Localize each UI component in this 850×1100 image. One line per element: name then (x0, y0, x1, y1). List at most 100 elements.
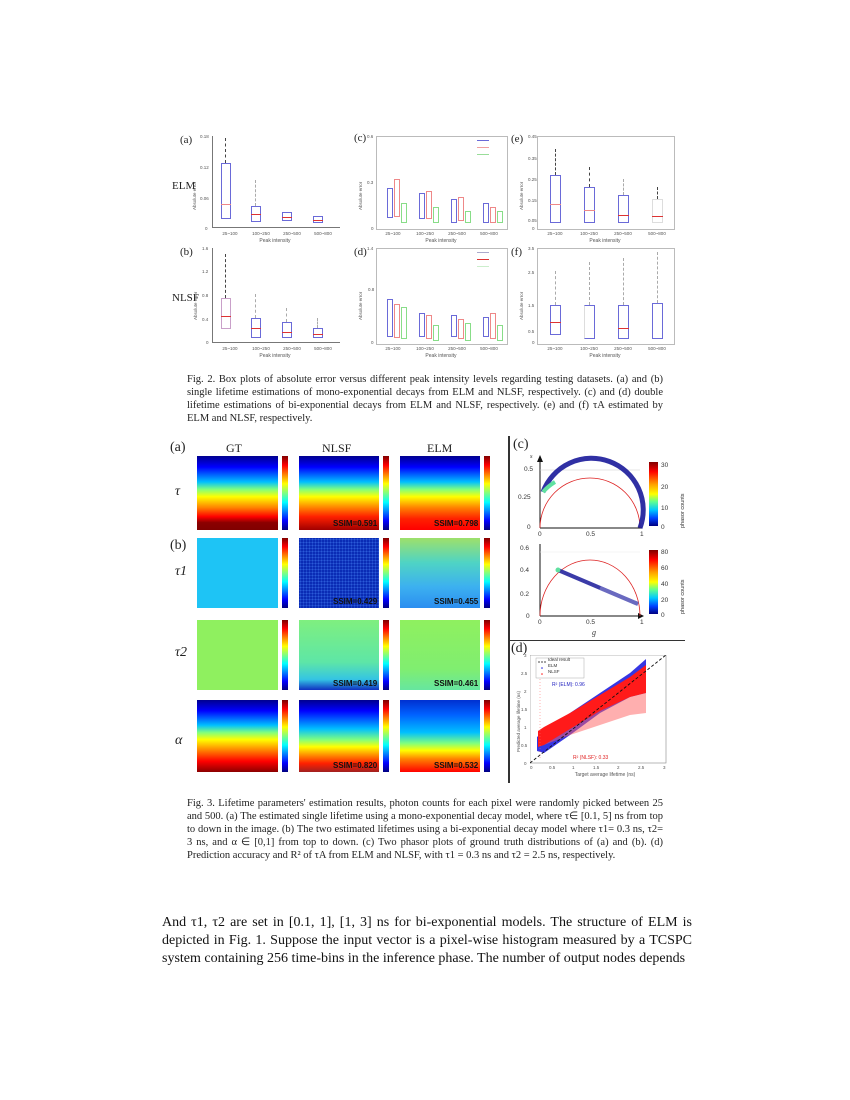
body-paragraph: And τ1, τ2 are set in [0.1, 1], [1, 3] n… (162, 915, 692, 966)
ssim-tau1-nlsf: SSIM=0.429 (333, 597, 378, 606)
xtick: 100~250 (416, 346, 434, 351)
panel-label-e: (e) (511, 133, 524, 145)
colorbar (383, 456, 389, 530)
xtick: 250~500 (448, 346, 466, 351)
xtick: 250~500 (283, 231, 301, 236)
ytick: 0.5 (524, 466, 534, 473)
ytick: 3.5 (528, 246, 535, 251)
panel-label-c: (c) (354, 132, 367, 144)
x-axis-label: Peak intensity (425, 238, 457, 244)
y-axis-label: Absolute error (519, 291, 524, 320)
xtick: 25~100 (385, 346, 401, 351)
y-axis-label: Absolute error (192, 181, 197, 210)
y-axis-label: Absolute error (358, 291, 363, 320)
ssim-tau-elm: SSIM=0.798 (434, 519, 479, 528)
xtick: 25~100 (547, 231, 563, 236)
ytick: 2 (524, 689, 527, 694)
xtick: 25~100 (222, 231, 238, 236)
heatmap-tau-gt (197, 456, 278, 530)
colorbar (383, 538, 389, 608)
ytick: 0 (532, 226, 535, 231)
y-axis-label: Absolute error (193, 291, 198, 320)
ytick: 0.2 (520, 591, 530, 598)
xtick: 0.5 (549, 765, 556, 770)
ytick: 0 (526, 613, 530, 620)
row-label-tau2: τ2 (175, 645, 188, 660)
legend-ideal: Ideal result (548, 657, 571, 662)
ytick: 0.6 (520, 545, 530, 552)
ytick: 0.25 (518, 494, 531, 501)
y-axis-label: Predicted average lifetime (ns) (516, 690, 521, 752)
row-label-elm: ELM (172, 180, 196, 192)
boxplot-c (376, 136, 508, 230)
colorbar (282, 456, 288, 530)
cbar-tick: 0 (661, 524, 665, 531)
x-axis-label: Peak intensity (425, 353, 457, 359)
ytick: 0.25 (528, 177, 537, 182)
panel-label-a: (a) (170, 440, 186, 455)
ytick: 0 (532, 340, 535, 345)
x-axis-label: Peak intensity (259, 353, 291, 359)
panel-label-f: (f) (511, 246, 522, 258)
xtick: 500~800 (648, 346, 666, 351)
cbar-label: phasor counts (680, 493, 686, 528)
ytick: 0 (524, 761, 527, 766)
ytick: 0.15 (528, 198, 537, 203)
heatmap-alpha-nlsf (299, 700, 379, 772)
xtick: 100~250 (580, 346, 598, 351)
row-label-tau: τ (175, 484, 181, 499)
column-header-gt: GT (226, 441, 242, 455)
row-label-nlsf: NLSF (172, 292, 199, 304)
boxplot-d (376, 248, 508, 345)
row-label-tau1: τ1 (175, 564, 188, 579)
ytick: 0.3 (367, 180, 374, 185)
cbar-tick: 20 (661, 484, 669, 491)
legend-nlsf: NLSF (548, 669, 560, 674)
xtick: 0.5 (586, 619, 596, 626)
xtick: 250~500 (283, 346, 301, 351)
column-header-elm: ELM (427, 441, 453, 455)
ssim-tau2-nlsf: SSIM=0.419 (333, 679, 378, 688)
ytick: 2.5 (528, 270, 535, 275)
ssim-tau2-elm: SSIM=0.461 (434, 679, 479, 688)
xtick: 100~250 (252, 231, 270, 236)
heatmap-tau2-gt (197, 620, 278, 690)
ssim-tau-nlsf: SSIM=0.591 (333, 519, 378, 528)
panel-label-b: (b) (170, 538, 187, 553)
xtick: 0 (538, 619, 542, 626)
panel-label-d: (d) (511, 641, 528, 656)
heatmap-tau1-nlsf (299, 538, 379, 608)
xtick: 250~500 (614, 231, 632, 236)
xtick: 0 (538, 531, 542, 538)
colorbar (282, 700, 288, 772)
ytick: 0 (371, 340, 374, 345)
boxplot-a (212, 136, 340, 228)
ytick: 0.12 (200, 165, 209, 170)
colorbar (484, 456, 490, 530)
ssim-alpha-nlsf: SSIM=0.820 (333, 761, 378, 770)
ytick: 0.6 (367, 134, 374, 139)
panel-label-b: (b) (180, 246, 193, 258)
colorbar (383, 620, 389, 690)
xtick: 25~100 (222, 346, 238, 351)
boxplot-b (212, 248, 340, 343)
ytick: 0.5 (521, 743, 528, 748)
r2-elm: R² (ELM): 0.96 (552, 682, 585, 688)
scatter-plot (530, 655, 667, 764)
figure-3-caption: Fig. 3. Lifetime parameters' estimation … (187, 798, 663, 861)
x-axis-label: Peak intensity (589, 353, 621, 359)
figure-2-caption: Fig. 2. Box plots of absolute error vers… (187, 374, 663, 424)
heatmap-tau-nlsf (299, 456, 379, 530)
panel-label-a: (a) (180, 134, 193, 146)
cbar-tick: 30 (661, 462, 669, 469)
heatmap-alpha-elm (400, 700, 480, 772)
xtick: 0 (530, 765, 533, 770)
ytick: 0 (206, 340, 209, 345)
row-label-alpha: α (175, 733, 183, 748)
ytick: 0 (527, 524, 531, 531)
ytick: 3 (524, 653, 527, 658)
phasor-ylabel-s: s (530, 453, 533, 460)
panel-label-c: (c) (513, 437, 529, 452)
heatmap-alpha-gt (197, 700, 278, 772)
colorbar (282, 538, 288, 608)
